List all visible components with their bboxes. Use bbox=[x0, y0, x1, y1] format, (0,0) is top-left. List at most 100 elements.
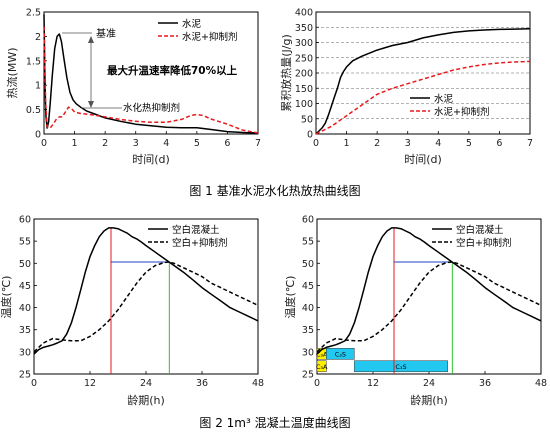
fig2-left-series-inhibitor bbox=[33, 261, 259, 353]
fig1-right-chart: 0 50 100 150 200 250 300 350 400 0 1 2 3 4 5 6 7 累积放热量(… bbox=[279, 8, 533, 167]
fig2-right-xtick-label: 48 bbox=[535, 378, 547, 389]
annot-inhibitor-label: 水化热抑制剂 bbox=[123, 102, 180, 114]
annot-reduction-text: 最大升温速率降低70%以上 bbox=[107, 64, 238, 77]
legend-label-blank-inhibitor-r: 空白+抑制剂 bbox=[456, 237, 511, 249]
phase-label-1: C₃A bbox=[316, 363, 328, 371]
fig1-right-xtick-label: 1 bbox=[344, 138, 350, 149]
annot-arrow-up-icon bbox=[88, 36, 94, 43]
legend-label-blank: 空白混凝土 bbox=[172, 224, 220, 236]
phase-bar-3 bbox=[354, 360, 448, 373]
fig2-right-xtick-label: 36 bbox=[479, 378, 491, 389]
fig1-right-ytick-label: 100 bbox=[295, 99, 313, 110]
fig2-right-ytick-label: 60 bbox=[302, 215, 314, 226]
fig1-right-ytick-label: 300 bbox=[295, 38, 313, 49]
fig1-left-legend: 水泥 水泥+抑制剂 bbox=[158, 18, 237, 43]
fig1-left-xtick-label: 4 bbox=[163, 138, 169, 149]
fig2-left-ytick-label: 45 bbox=[19, 281, 31, 292]
fig1-right-series-baseline bbox=[315, 28, 531, 135]
fig1-right-xtick-label: 5 bbox=[466, 138, 472, 149]
fig2-left-series-baseline bbox=[33, 227, 259, 355]
fig1-left-xlabel: 时间(d) bbox=[132, 153, 170, 166]
fig1-left-ylabel: 热流(MW) bbox=[5, 48, 19, 99]
fig2-left-xlabel: 龄期(h) bbox=[127, 393, 165, 407]
fig2-right-ytick-label: 55 bbox=[302, 237, 314, 248]
fig1-right-ytick-label: 400 bbox=[295, 8, 313, 19]
fig1-left-series-baseline bbox=[43, 14, 259, 134]
annot-baseline-label: 基准 bbox=[96, 27, 116, 40]
fig1-right-xtick-label: 4 bbox=[435, 138, 441, 149]
fig2-right-legend: 空白混凝土 空白+抑制剂 bbox=[432, 224, 511, 249]
legend-label-inhibitor: 水泥+抑制剂 bbox=[182, 31, 237, 43]
annot-arrow-down-icon bbox=[88, 101, 94, 108]
fig2-right-ylabel: 温度(℃) bbox=[283, 276, 297, 319]
fig1-left-ytick-label: 1 bbox=[35, 81, 41, 92]
fig1-right-xlabel: 时间(d) bbox=[404, 153, 442, 166]
phase-bar-1 bbox=[316, 360, 327, 373]
fig1-left-ytick-label: 1.5 bbox=[26, 56, 41, 67]
phase-label-0: C₃A bbox=[316, 350, 328, 358]
fig1-right-ytick-label: 50 bbox=[301, 114, 313, 125]
fig1-left-xtick-label: 6 bbox=[224, 138, 230, 149]
legend-label-cement-r: 水泥 bbox=[434, 93, 454, 105]
fig1-left-xtick-label: 3 bbox=[133, 138, 139, 149]
phase-bar-2 bbox=[326, 348, 355, 360]
fig2-right-chart: 25 30 35 40 45 50 55 60 0 12 24 36 48 温度(℃) 龄期(h) C… bbox=[283, 215, 547, 408]
fig2-left-legend: 空白混凝土 空白+抑制剂 bbox=[148, 224, 227, 249]
fig2-right-xtick-label: 24 bbox=[423, 378, 435, 389]
legend-label-blank-inhibitor: 空白+抑制剂 bbox=[172, 237, 227, 249]
legend-label-inhibitor-r: 水泥+抑制剂 bbox=[434, 106, 489, 118]
fig2-left-xtick-label: 48 bbox=[252, 378, 264, 389]
fig2-right-ytick-label: 25 bbox=[302, 370, 314, 381]
fig1-right-series-inhibitor bbox=[315, 60, 531, 135]
fig2-left-ytick-label: 55 bbox=[19, 237, 31, 248]
fig2-caption: 图 2 1m³ 混凝土温度曲线图 bbox=[199, 415, 350, 430]
fig2-left-ytick-label: 40 bbox=[19, 303, 31, 314]
fig1-left-xtick-label: 0 bbox=[41, 138, 47, 149]
fig1-right-xtick-label: 2 bbox=[374, 138, 380, 149]
fig2-left-chart: 25 30 35 40 45 50 55 60 0 12 24 36 48 温度(℃) 龄期(h) 空… bbox=[0, 215, 264, 408]
fig1-right-legend: 水泥 水泥+抑制剂 bbox=[410, 93, 489, 118]
fig1-right-ytick-label: 0 bbox=[307, 130, 313, 141]
fig2-right-xlabel: 龄期(h) bbox=[410, 393, 448, 407]
fig1-left-xtick-label: 7 bbox=[255, 138, 261, 149]
fig2-right-ytick-label: 35 bbox=[302, 325, 314, 336]
fig2-right-ytick-label: 50 bbox=[302, 259, 314, 270]
fig1-left-ytick-label: 0 bbox=[35, 130, 41, 141]
legend-label-blank-r: 空白混凝土 bbox=[456, 224, 504, 236]
fig1-right-ytick-label: 250 bbox=[295, 53, 313, 64]
fig2-left-xtick-label: 0 bbox=[31, 378, 37, 389]
fig2-left-ytick-label: 25 bbox=[19, 370, 31, 381]
fig2-left-xtick-label: 12 bbox=[84, 378, 96, 389]
fig1-right-ytick-label: 350 bbox=[295, 23, 313, 34]
fig1-left-ytick-label: 2.5 bbox=[26, 8, 41, 19]
fig1-left-ytick-label: 2 bbox=[35, 32, 41, 43]
fig1-right-xtick-label: 3 bbox=[405, 138, 411, 149]
fig1-right-xtick-label: 0 bbox=[313, 138, 319, 149]
fig1-left-ytick-label: 0.5 bbox=[26, 105, 41, 116]
fig2-right-xtick-label: 12 bbox=[367, 378, 379, 389]
fig1-right-ylabel: 累积放热量(J/g) bbox=[279, 34, 293, 112]
fig2-left-xtick-label: 36 bbox=[196, 378, 208, 389]
fig2-left-xtick-label: 24 bbox=[140, 378, 152, 389]
fig1-right-xtick-label: 7 bbox=[527, 138, 533, 149]
fig2-left-ytick-label: 50 bbox=[19, 259, 31, 270]
fig2-left-ytick-label: 60 bbox=[19, 215, 31, 226]
fig2-right-ytick-label: 40 bbox=[302, 303, 314, 314]
fig2-right-xtick-label: 0 bbox=[314, 378, 320, 389]
fig1-caption: 图 1 基准水泥水化热放热曲线图 bbox=[189, 183, 360, 198]
fig1-left-series-inhibitor bbox=[43, 26, 259, 134]
fig2-right-series-baseline bbox=[316, 227, 542, 355]
fig2-right-ytick-label: 30 bbox=[302, 347, 314, 358]
fig1-left-xtick-label: 1 bbox=[72, 138, 78, 149]
phase-label-3: C₃S bbox=[395, 363, 406, 371]
phase-label-2: C₃S bbox=[335, 350, 346, 358]
legend-label-cement: 水泥 bbox=[182, 18, 202, 30]
fig1-left-xtick-label: 5 bbox=[194, 138, 200, 149]
fig1-right-ytick-label: 200 bbox=[295, 69, 313, 80]
fig1-left-chart: 0 0.5 1 1.5 2 2.5 0 1 2 3 4 5 6 7 热流(MW) 时间(d) 基准 最大… bbox=[5, 8, 261, 167]
fig2-left-ytick-label: 30 bbox=[19, 347, 31, 358]
fig1-left-plot-area bbox=[43, 11, 259, 135]
fig2-left-ytick-label: 35 bbox=[19, 325, 31, 336]
fig1-left-xtick-label: 2 bbox=[102, 138, 108, 149]
fig1-right-ytick-label: 150 bbox=[295, 84, 313, 95]
